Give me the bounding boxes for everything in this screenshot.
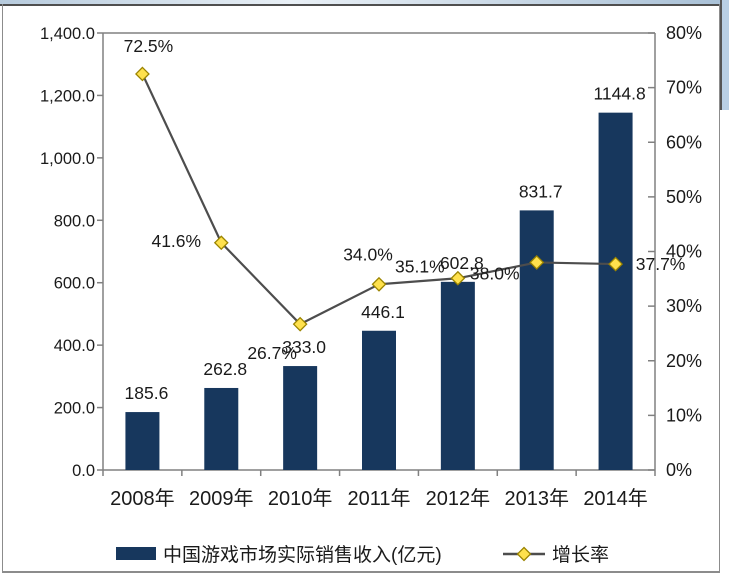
left-axis-tick-label: 600.0 [54, 275, 95, 293]
right-axis-tick-label: 70% [666, 78, 702, 98]
frame-top-border [0, 4, 729, 6]
right-axis-tick-label: 10% [666, 405, 702, 425]
growth-rate-label: 34.0% [343, 244, 393, 264]
x-axis-category-label: 2009年 [189, 487, 254, 510]
right-axis-tick-label: 20% [666, 351, 702, 371]
left-axis-tick-label: 0.0 [72, 462, 95, 480]
left-axis-tick-label: 1,200.0 [40, 87, 95, 105]
legend-item-revenue: 中国游戏市场实际销售收入(亿元) [116, 540, 442, 567]
bar-value-label: 602.8 [440, 253, 484, 273]
line-marker-swatch-icon [503, 546, 545, 562]
left-axis-tick-label: 800.0 [54, 212, 95, 230]
bar [204, 387, 239, 470]
x-axis-category-label: 2010年 [268, 487, 333, 510]
bar [362, 330, 396, 470]
legend-label-growth: 增长率 [552, 545, 610, 566]
bar [598, 112, 633, 470]
diamond-marker-icon [292, 316, 308, 332]
bar-value-label: 831.7 [519, 181, 563, 201]
x-axis-category-label: 2011年 [347, 487, 410, 510]
growth-rate-label: 37.7% [636, 254, 686, 274]
legend-label-revenue: 中国游戏市场实际销售收入(亿元) [163, 545, 442, 566]
diamond-marker-icon [135, 66, 150, 82]
right-axis-tick-label: 40% [666, 242, 702, 262]
bar-value-label: 1144.8 [593, 84, 645, 104]
bar [283, 366, 318, 470]
bar [519, 210, 554, 470]
diamond-marker-icon [529, 255, 545, 270]
growth-rate-label: 41.6% [151, 231, 201, 251]
bar-value-label: 262.8 [203, 359, 247, 379]
left-axis-tick-label: 400.0 [54, 337, 95, 355]
x-axis-category-label: 2012年 [426, 487, 491, 510]
growth-rate-label: 38.0% [470, 263, 520, 283]
bar-value-label: 185.6 [125, 383, 169, 403]
right-axis-tick-label: 60% [666, 132, 702, 152]
right-axis-tick-label: 50% [666, 187, 702, 207]
right-axis-tick-label: 0% [666, 460, 692, 480]
window-top-edge [0, 0, 729, 4]
diamond-marker-icon [213, 235, 229, 251]
left-axis-tick-label: 1,400.0 [40, 25, 95, 43]
diamond-marker-icon [450, 270, 466, 286]
growth-rate-label: 26.7% [247, 343, 297, 363]
growth-rate-label: 72.5% [124, 36, 174, 56]
x-axis-category-label: 2014年 [583, 487, 648, 510]
right-axis-tick-label: 30% [666, 296, 702, 316]
x-axis-category-label: 2008年 [110, 487, 175, 510]
legend-item-growth: 增长率 [503, 540, 609, 567]
window-right-edge [720, 0, 729, 110]
bar [440, 281, 475, 470]
bar-swatch-icon [116, 547, 156, 560]
left-axis-tick-label: 200.0 [54, 400, 95, 418]
bar-value-label: 446.1 [361, 302, 405, 322]
diamond-marker-icon [608, 256, 623, 272]
x-axis-category-label: 2013年 [504, 487, 569, 510]
right-axis-tick-label: 80% [666, 23, 702, 43]
growth-rate-label: 35.1% [395, 256, 445, 276]
chart-frame [2, 4, 720, 573]
left-axis-tick-label: 1,000.0 [40, 150, 95, 168]
bar [125, 412, 160, 470]
bar-value-label: 333.0 [282, 337, 326, 357]
diamond-marker-icon [371, 276, 387, 292]
